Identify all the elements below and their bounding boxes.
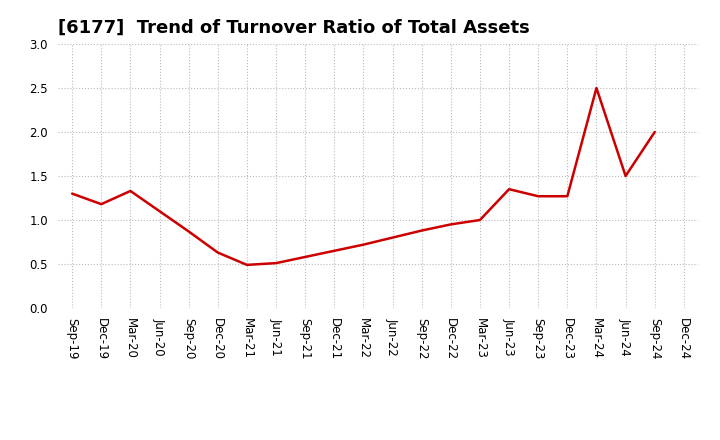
Text: [6177]  Trend of Turnover Ratio of Total Assets: [6177] Trend of Turnover Ratio of Total …	[58, 19, 529, 37]
